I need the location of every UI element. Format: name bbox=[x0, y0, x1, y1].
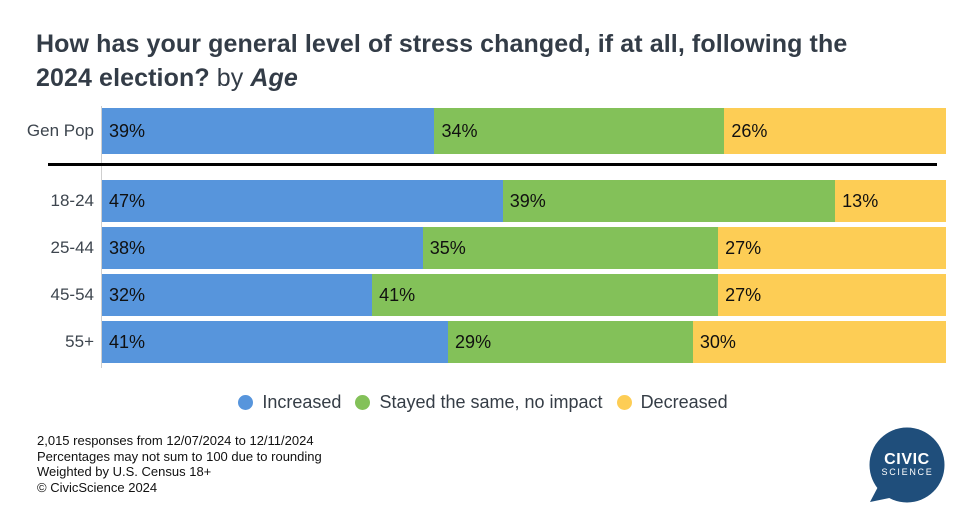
segment-value-label: 26% bbox=[731, 120, 768, 141]
bar-segment-stayed-the-same: 35% bbox=[422, 227, 719, 269]
civicscience-logo: CIVIC SCIENCE bbox=[869, 427, 945, 503]
legend-label: Increased bbox=[262, 392, 342, 412]
row-label: Gen Pop bbox=[26, 121, 94, 140]
row-label: 55+ bbox=[65, 332, 94, 351]
bar-segment-increased: 41% bbox=[102, 321, 449, 363]
logo-text-science: SCIENCE bbox=[882, 467, 934, 477]
segment-value-label: 35% bbox=[429, 237, 466, 258]
bar-segment-increased: 38% bbox=[102, 227, 423, 269]
title-line1: How has your general level of stress cha… bbox=[36, 30, 848, 58]
title-connector: by bbox=[216, 64, 244, 92]
legend-dot-icon bbox=[616, 395, 632, 410]
footnote-rounding: Percentages may not sum to 100 due to ro… bbox=[37, 448, 322, 464]
segment-value-label: 39% bbox=[509, 190, 546, 211]
bar-segment-decreased: 27% bbox=[718, 227, 946, 269]
chart-row-25-44: 25-44 38% 35% 27% bbox=[0, 227, 946, 269]
segment-value-label: 38% bbox=[109, 237, 146, 258]
row-label: 25-44 bbox=[50, 238, 94, 257]
legend: Increased Stayed the same, no impact Decre… bbox=[0, 392, 966, 413]
segment-value-label: 41% bbox=[379, 284, 416, 305]
bar-segment-decreased: 30% bbox=[692, 321, 947, 363]
stacked-bar-chart: Gen Pop 39% 34% 26% 18-24 47% 39% 13% 25-44 38% 35… bbox=[0, 106, 947, 368]
y-axis-line bbox=[101, 106, 102, 368]
bar-segment-stayed-the-same: 29% bbox=[448, 321, 693, 363]
chart-row-45-54: 45-54 32% 41% 27% bbox=[0, 274, 946, 316]
segment-value-label: 27% bbox=[725, 237, 762, 258]
bar-segment-decreased: 27% bbox=[718, 274, 946, 316]
chart-title: How has your general level of stress cha… bbox=[36, 27, 936, 95]
legend-label: Stayed the same, no impact bbox=[379, 392, 603, 412]
stacked-bar: 32% 41% 27% bbox=[102, 274, 946, 316]
footnote-copyright: © CivicScience 2024 bbox=[37, 479, 158, 495]
title-group: Age bbox=[250, 64, 298, 92]
bar-segment-decreased: 13% bbox=[835, 180, 946, 222]
bar-segment-increased: 32% bbox=[102, 274, 373, 316]
segment-value-label: 29% bbox=[455, 331, 492, 352]
segment-value-label: 30% bbox=[699, 331, 736, 352]
row-label: 18-24 bbox=[50, 191, 94, 210]
legend-item-increased: Increased bbox=[238, 392, 341, 413]
segment-value-label: 34% bbox=[441, 120, 478, 141]
segment-value-label: 39% bbox=[109, 120, 146, 141]
stacked-bar: 39% 34% 26% bbox=[102, 108, 946, 154]
chart-row-18-24: 18-24 47% 39% 13% bbox=[0, 180, 946, 222]
segment-value-label: 32% bbox=[109, 284, 146, 305]
legend-item-stayed-the-same: Stayed the same, no impact bbox=[355, 392, 603, 413]
footnotes: 2,015 responses from 12/07/2024 to 12/11… bbox=[37, 433, 322, 495]
legend-label: Decreased bbox=[640, 392, 728, 412]
row-label: 45-54 bbox=[50, 285, 94, 304]
bar-segment-stayed-the-same: 41% bbox=[372, 274, 719, 316]
segment-value-label: 47% bbox=[109, 190, 146, 211]
bar-segment-decreased: 26% bbox=[724, 108, 946, 154]
legend-dot-icon bbox=[238, 395, 254, 410]
segment-value-label: 27% bbox=[725, 284, 762, 305]
stacked-bar: 47% 39% 13% bbox=[102, 180, 946, 222]
title-line2: 2024 election? bbox=[36, 64, 210, 92]
logo-text-civic: CIVIC bbox=[884, 451, 930, 468]
stacked-bar: 41% 29% 30% bbox=[102, 321, 947, 363]
bar-segment-stayed-the-same: 39% bbox=[502, 180, 836, 222]
segment-value-label: 13% bbox=[842, 190, 879, 211]
bar-segment-increased: 47% bbox=[102, 180, 503, 222]
genpop-divider-line bbox=[48, 163, 937, 166]
footnote-weighting: Weighted by U.S. Census 18+ bbox=[37, 464, 212, 479]
legend-item-decreased: Decreased bbox=[616, 392, 728, 413]
logo-circle bbox=[869, 427, 945, 503]
legend-dot-icon bbox=[355, 395, 371, 410]
bar-segment-increased: 39% bbox=[102, 108, 435, 154]
stacked-bar: 38% 35% 27% bbox=[102, 227, 946, 269]
bar-segment-stayed-the-same: 34% bbox=[434, 108, 725, 154]
footnote-responses: 2,015 responses from 12/07/2024 to 12/11… bbox=[37, 433, 314, 448]
segment-value-label: 41% bbox=[109, 331, 146, 352]
chart-row-gen-pop: Gen Pop 39% 34% 26% bbox=[0, 108, 946, 154]
chart-row-55-: 55+ 41% 29% 30% bbox=[0, 321, 947, 363]
